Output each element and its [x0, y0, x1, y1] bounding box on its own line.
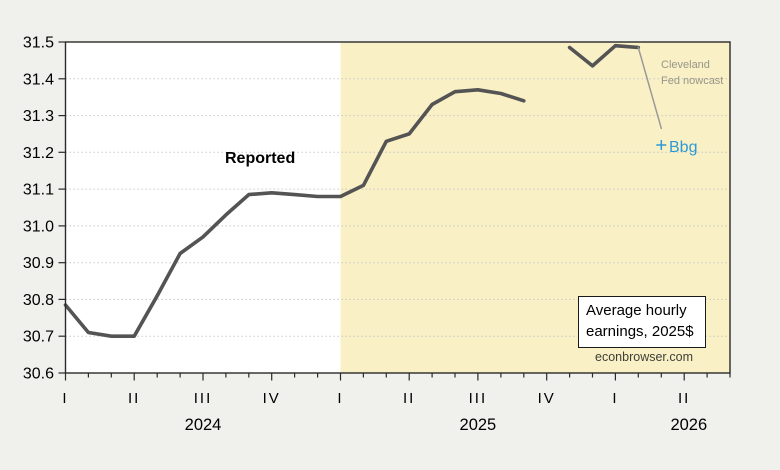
reported-series-label: Reported	[225, 150, 296, 167]
year-label: 2024	[185, 416, 222, 434]
cleveland-fed-nowcast-label: Cleveland Fed nowcast	[661, 57, 723, 89]
y-tick-label: 31.1	[23, 182, 54, 199]
cleveland-fed-nowcast-label-line1: Cleveland	[661, 59, 710, 71]
year-label: 2025	[460, 416, 497, 434]
x-quarter-label: III	[194, 390, 213, 407]
plot-frame	[64, 41, 731, 374]
x-quarter-label: II	[128, 390, 140, 407]
x-quarter-label: I	[62, 390, 68, 407]
source-label: econbrowser.com	[595, 350, 693, 364]
y-tick-label: 31.0	[23, 218, 54, 235]
y-tick-label: 30.7	[23, 329, 54, 346]
chart-title-line1: Average hourly	[586, 302, 687, 319]
x-quarter-label: IV	[263, 390, 281, 407]
chart-title-line2: earnings, 2025$	[586, 323, 694, 340]
x-quarter-label: IV	[538, 390, 556, 407]
x-quarter-label: I	[337, 390, 343, 407]
x-quarter-label: II	[403, 390, 415, 407]
y-tick-label: 31.2	[23, 145, 54, 162]
y-tick-label: 30.6	[23, 366, 54, 383]
cleveland-nowcast-line	[637, 46, 663, 130]
reported-post-gap-line	[567, 43, 641, 68]
cleveland-fed-nowcast-label-line2: Fed nowcast	[661, 75, 724, 87]
y-tick-label: 30.8	[23, 292, 54, 309]
y-tick-label: 31.4	[23, 71, 54, 88]
bbg-label: Bbg	[669, 139, 698, 156]
chart-title-box: Average hourly earnings, 2025$	[578, 296, 706, 348]
y-tick-label: 31.3	[23, 108, 54, 125]
x-quarter-label: III	[469, 390, 488, 407]
bbg-plus-marker	[656, 140, 667, 150]
reported-line	[63, 88, 526, 339]
x-quarter-label: II	[678, 390, 690, 407]
y-tick-label: 31.5	[23, 35, 54, 52]
year-label: 2026	[670, 416, 707, 434]
y-tick-label: 30.9	[23, 255, 54, 272]
x-quarter-label: I	[612, 390, 618, 407]
